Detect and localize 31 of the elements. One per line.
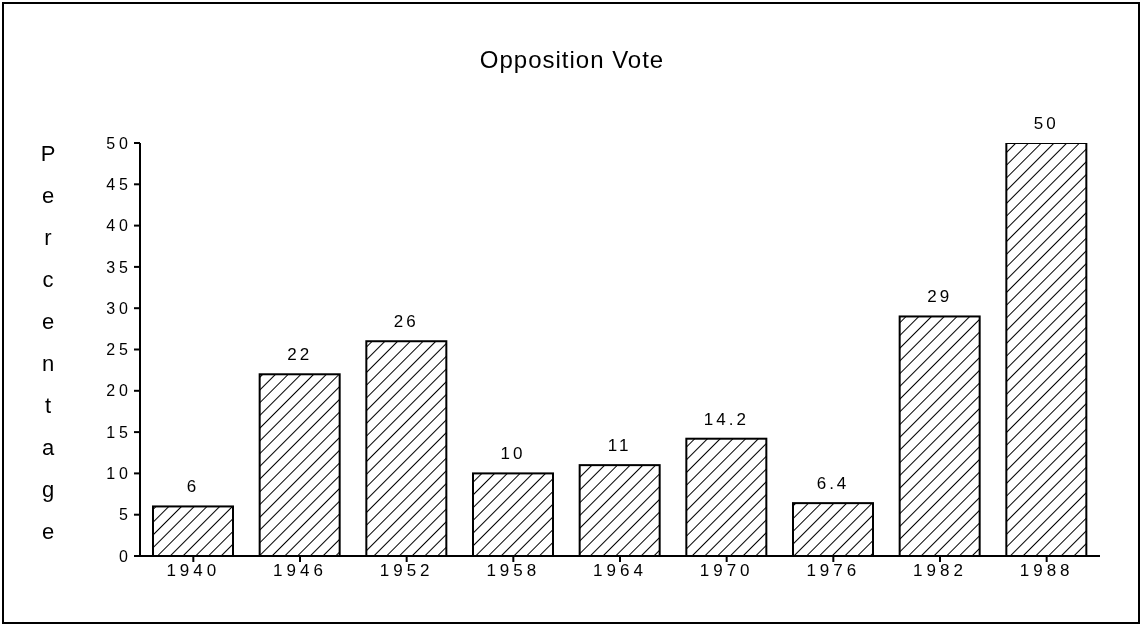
y-tick-label: 40: [106, 217, 132, 235]
data-label: 6.4: [816, 474, 850, 494]
x-tick-label: 1940: [166, 561, 221, 581]
y-tick-label: 0: [119, 547, 132, 565]
x-tick-label: 1982: [913, 561, 967, 581]
y-tick-label: 25: [106, 341, 132, 359]
x-tick-label: 1958: [486, 561, 541, 581]
y-tick-label: 35: [106, 258, 132, 276]
data-label: 29: [927, 287, 953, 307]
y-tick-label: 15: [106, 423, 132, 441]
data-label: 6: [186, 477, 200, 497]
text: Percentage: [40, 140, 56, 544]
data-label: 26: [393, 312, 419, 332]
x-tick-label: 1976: [806, 561, 861, 581]
y-tick-label: 5: [119, 506, 132, 524]
chart-title: Opposition Vote: [479, 46, 665, 73]
data-label: 11: [607, 436, 632, 456]
data-label: 10: [500, 444, 526, 464]
y-tick-label: 20: [106, 382, 132, 400]
data-label: 50: [1033, 114, 1059, 133]
data-label: 22: [287, 345, 313, 365]
y-tick-label: 50: [106, 134, 132, 152]
x-tick-label: 1988: [1019, 561, 1074, 581]
y-tick-label: 30: [106, 299, 132, 317]
x-tick-label: 1964: [593, 561, 647, 581]
x-tick-label: 1946: [273, 561, 327, 581]
y-tick-label: 45: [106, 175, 132, 193]
x-tick-label: 1952: [379, 561, 434, 581]
data-label: 14.2: [703, 409, 749, 429]
x-tick-label: 1970: [699, 561, 754, 581]
y-tick-label: 10: [106, 465, 132, 483]
